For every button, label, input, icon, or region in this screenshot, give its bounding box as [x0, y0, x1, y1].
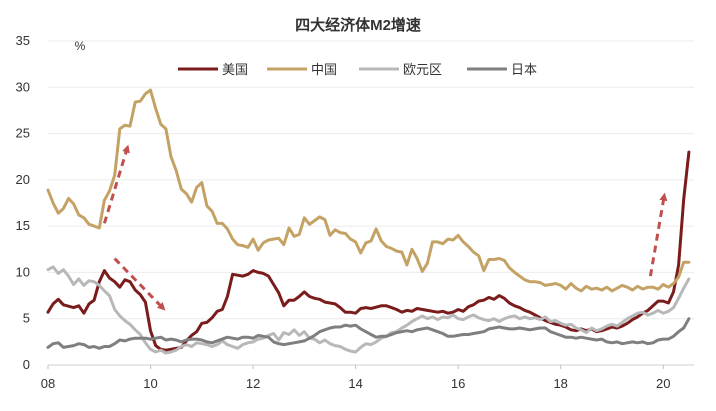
y-axis-ticks: 0 5 10 15 20 25 30 35 — [16, 33, 30, 372]
legend-label: 欧元区 — [403, 62, 442, 77]
trend-arrows — [102, 144, 668, 311]
x-axis-ticks: 08 10 12 14 16 18 20 — [41, 365, 670, 391]
y-tick-label: 20 — [16, 172, 30, 187]
series-line-1 — [46, 150, 691, 352]
legend-label: 中国 — [311, 62, 337, 77]
legend-label: 日本 — [511, 62, 537, 77]
series-line-2 — [46, 88, 691, 293]
series-lines — [46, 88, 691, 355]
x-tick-label: 16 — [451, 376, 465, 391]
legend: 美国 中国 欧元区 日本 — [178, 62, 537, 77]
x-tick-label: 14 — [348, 376, 362, 391]
x-tick-label: 18 — [553, 376, 567, 391]
y-tick-label: 0 — [23, 357, 30, 372]
y-tick-label: 5 — [23, 311, 30, 326]
legend-label: 美国 — [222, 62, 248, 77]
x-tick-label: 10 — [143, 376, 157, 391]
y-tick-label: 35 — [16, 33, 30, 48]
y-axis-unit-label: % — [75, 39, 86, 53]
x-tick-label: 20 — [656, 376, 670, 391]
y-tick-label: 10 — [16, 264, 30, 279]
y-tick-label: 15 — [16, 218, 30, 233]
series-line-4 — [46, 317, 691, 350]
x-tick-label: 12 — [246, 376, 260, 391]
y-tick-label: 30 — [16, 79, 30, 94]
trend-arrow — [102, 144, 130, 224]
chart-title: 四大经济体M2增速 — [295, 16, 421, 34]
gridlines — [48, 40, 694, 366]
x-tick-label: 08 — [41, 376, 55, 391]
y-tick-label: 25 — [16, 126, 30, 141]
series-line-3 — [46, 265, 691, 355]
trend-arrow — [648, 192, 668, 277]
